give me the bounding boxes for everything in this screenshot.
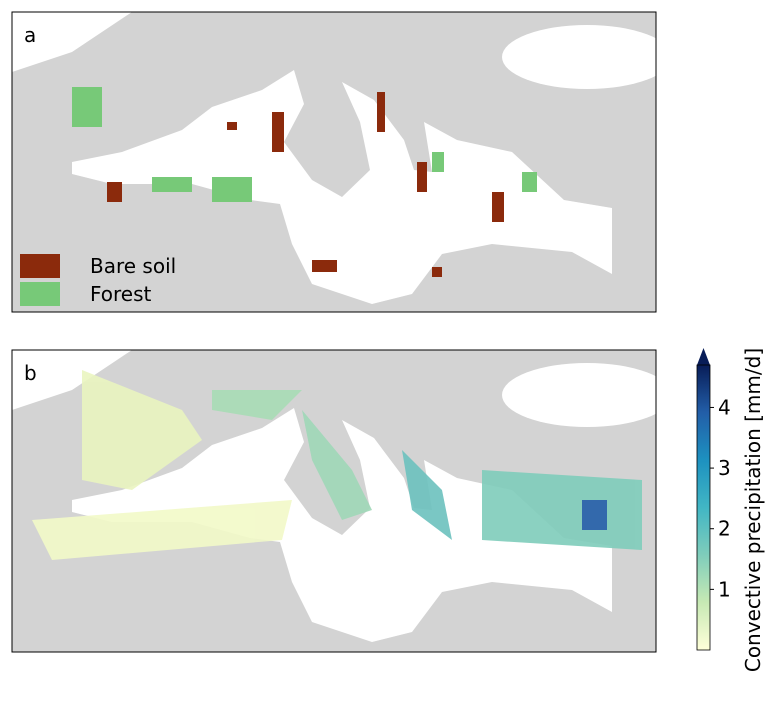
map	[12, 12, 656, 304]
colorbar-tick-label: 1	[718, 577, 731, 601]
colorbar-tick-label: 4	[718, 395, 731, 419]
colorbar-tick-label: 2	[718, 517, 731, 541]
legend-label: Forest	[90, 282, 152, 306]
legend-swatch	[20, 254, 60, 278]
panel-frame	[11, 11, 657, 313]
legend-swatch	[20, 282, 60, 306]
colorbar-tick-label: 3	[718, 456, 731, 480]
panel-label: a	[24, 23, 36, 47]
panel-b: b	[11, 349, 657, 653]
colorbar-extend	[697, 348, 710, 365]
map	[12, 350, 656, 642]
legend-label: Bare soil	[90, 254, 176, 278]
panel-frame	[11, 349, 657, 653]
colorbar-bar	[696, 364, 711, 651]
panel-a: a Bare soil Forest	[11, 11, 657, 313]
panel-label: b	[24, 361, 37, 385]
colorbar: Convective precipitation [mm/d] 1 2 3 4	[696, 348, 765, 672]
colorbar-label: Convective precipitation [mm/d]	[741, 348, 765, 672]
